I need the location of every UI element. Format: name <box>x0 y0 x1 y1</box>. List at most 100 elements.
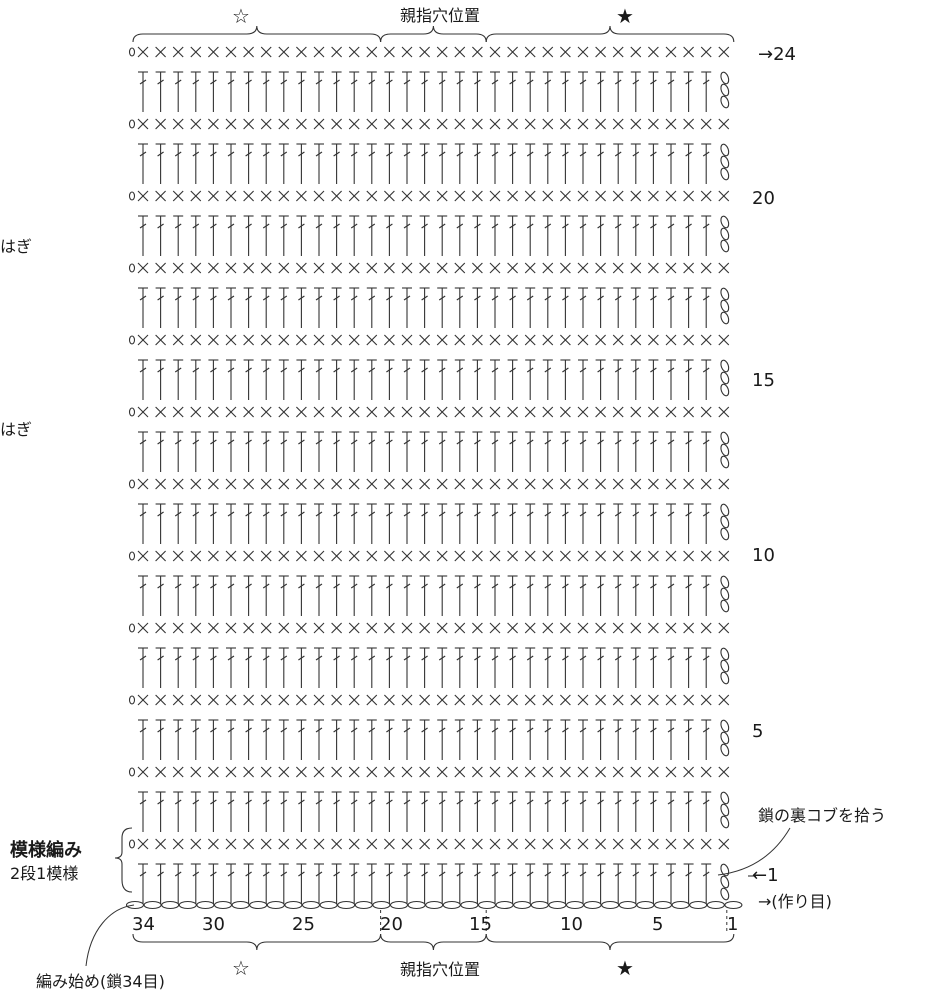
dc-stitch <box>701 647 712 688</box>
dc-stitch <box>155 791 166 832</box>
dc-stitch <box>525 719 536 760</box>
dc-stitch <box>490 71 500 112</box>
dc-stitch <box>525 791 536 832</box>
dc-stitch <box>560 359 571 400</box>
sc-stitch <box>489 118 501 130</box>
dc-stitch <box>666 71 676 112</box>
dc-stitch <box>613 863 624 904</box>
dc-stitch <box>630 431 641 472</box>
sc-stitch <box>384 46 395 58</box>
sc-stitch <box>225 334 237 346</box>
dc-stitch <box>278 647 289 688</box>
sc-stitch <box>384 334 395 346</box>
dc-stitch <box>630 71 641 112</box>
sc-stitch <box>700 406 712 418</box>
sc-stitch <box>348 46 360 58</box>
sc-stitch <box>278 118 290 130</box>
foundation-chain-loop <box>178 900 197 910</box>
sc-stitch <box>348 838 360 850</box>
dc-stitch <box>208 863 219 904</box>
sc-stitch <box>225 622 237 634</box>
foundation-chain-loop <box>636 900 655 910</box>
sc-stitch <box>718 622 730 634</box>
sc-stitch <box>296 190 307 202</box>
sc-row <box>128 766 730 778</box>
sc-stitch <box>419 694 430 706</box>
dc-stitch <box>278 791 289 832</box>
sc-stitch <box>225 694 237 706</box>
dc-stitch <box>683 719 694 760</box>
row-marker-15: 15 <box>752 370 775 391</box>
dc-stitch <box>472 503 483 544</box>
row-marker-10: 10 <box>752 545 775 566</box>
dc-turn-chain <box>720 647 730 685</box>
dc-stitch <box>613 719 624 760</box>
sc-stitch <box>542 262 554 274</box>
sc-stitch <box>190 550 202 562</box>
pick-up-note: 鎖の裏コブを拾う <box>758 806 887 825</box>
sc-stitch <box>489 262 501 274</box>
foundation-chain-loop <box>442 900 461 910</box>
sc-stitch <box>384 262 395 274</box>
sc-stitch <box>612 838 624 850</box>
dc-stitch <box>384 575 395 616</box>
dc-stitch <box>454 215 465 256</box>
dc-stitch <box>331 359 342 400</box>
dc-stitch <box>630 575 641 616</box>
start-note: 編み始め(鎖34目) <box>36 972 165 991</box>
dc-stitch <box>173 431 184 472</box>
sc-stitch <box>472 118 483 130</box>
sc-stitch <box>296 694 307 706</box>
sc-turn-chain <box>128 551 136 561</box>
sc-stitch <box>700 478 712 490</box>
sc-stitch <box>436 190 448 202</box>
dc-stitch <box>472 719 483 760</box>
dc-stitch <box>595 431 606 472</box>
sc-stitch <box>507 550 518 562</box>
dc-stitch <box>454 719 465 760</box>
sc-stitch <box>190 478 202 490</box>
sc-stitch <box>507 118 518 130</box>
dc-stitch <box>454 503 465 544</box>
dc-stitch <box>384 215 395 256</box>
sc-stitch <box>137 118 149 130</box>
sc-stitch <box>172 766 184 778</box>
sc-stitch <box>700 118 712 130</box>
dc-stitch <box>472 143 483 184</box>
sc-row <box>128 694 730 706</box>
dc-stitch <box>331 791 342 832</box>
sc-stitch <box>331 550 342 562</box>
dc-stitch <box>454 863 465 904</box>
dc-stitch <box>595 863 606 904</box>
dc-stitch <box>190 71 201 112</box>
dc-stitch <box>366 647 377 688</box>
sc-stitch <box>225 550 237 562</box>
sc-stitch <box>436 838 448 850</box>
sc-stitch <box>648 622 659 634</box>
sc-stitch <box>542 118 554 130</box>
sc-stitch <box>366 46 378 58</box>
dc-turn-chain <box>720 359 730 397</box>
sc-stitch <box>472 622 483 634</box>
dc-row <box>138 863 712 904</box>
sc-stitch <box>243 550 254 562</box>
dc-stitch <box>243 647 254 688</box>
dc-stitch <box>666 575 676 616</box>
dc-stitch <box>542 791 553 832</box>
dc-stitch <box>542 71 553 112</box>
sc-stitch <box>348 766 360 778</box>
dc-stitch <box>437 287 448 328</box>
dc-stitch <box>190 359 201 400</box>
bottom-center-brace <box>380 933 487 951</box>
dc-turn-chain <box>720 71 730 109</box>
dc-stitch <box>173 287 184 328</box>
sc-stitch <box>700 334 712 346</box>
dc-stitch <box>402 359 412 400</box>
sc-stitch <box>419 550 430 562</box>
sc-stitch <box>313 766 325 778</box>
dc-stitch <box>173 575 184 616</box>
sc-stitch <box>278 694 290 706</box>
sc-stitch <box>612 334 624 346</box>
dc-stitch <box>296 647 307 688</box>
dc-stitch <box>507 431 518 472</box>
